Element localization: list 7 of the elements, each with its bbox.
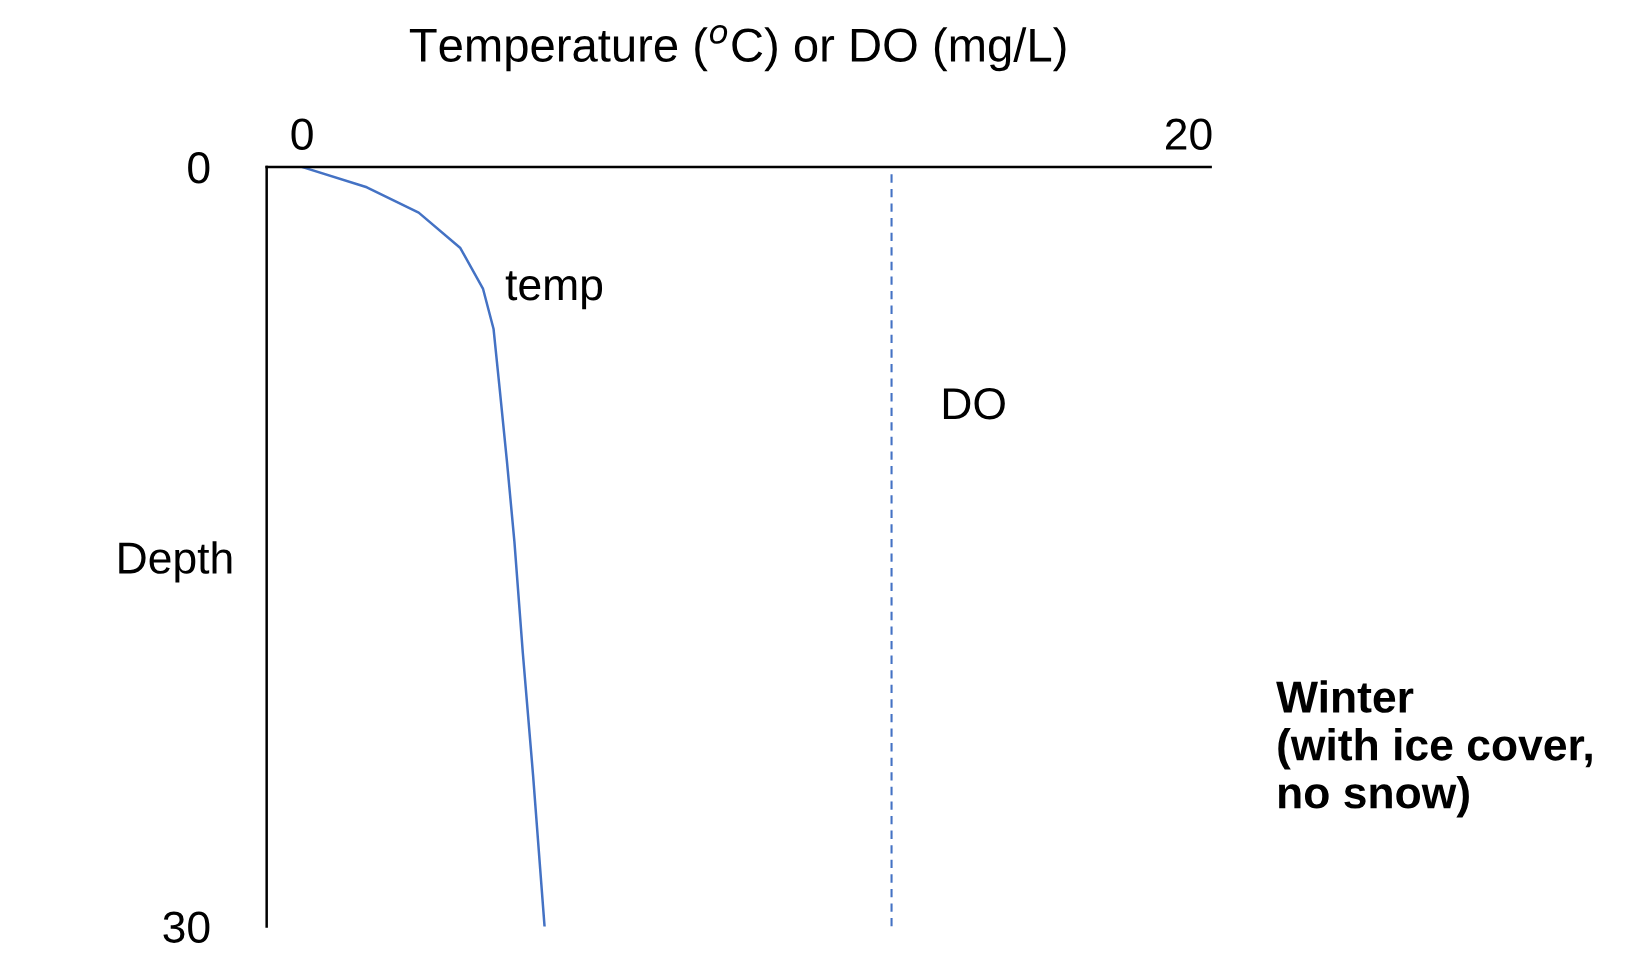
text: Winter (with ice cover, no snow) (1276, 680, 1592, 818)
y-tick-label: 30 (163, 911, 210, 943)
ref-line-label: DO (943, 387, 1005, 420)
y-axis-title: Depth (119, 541, 232, 583)
x-tick-label: 20 (1166, 118, 1212, 150)
chart-title: Temperature ($^{o}$C) or DO (mg/L) (409, 24, 1066, 72)
series-label: temp (505, 271, 603, 310)
